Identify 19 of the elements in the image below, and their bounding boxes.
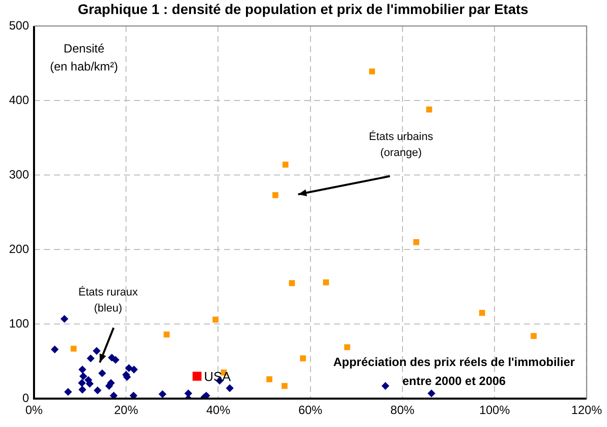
y-tick-label: 300 <box>8 167 30 182</box>
x-axis-title: Appréciation des prix réels de l'immobilier entre 2000 et 2006 <box>333 354 576 388</box>
x-tick-label: 60% <box>298 403 323 418</box>
chart-title: Graphique 1 : densité de population et prix de l'immobilier par Etats <box>78 0 529 17</box>
x-tick-label: 0% <box>25 403 44 418</box>
y-tick-label: 0 <box>22 390 30 405</box>
y-axis-title: Densité (en hab/km²) <box>50 41 118 74</box>
x-tick-label: 80% <box>390 403 415 418</box>
x-tick-label: 40% <box>206 403 231 418</box>
annotation: États urbains (orange) <box>368 130 434 160</box>
y-tick-label: 100 <box>8 316 30 330</box>
y-tick-label: 400 <box>8 92 30 107</box>
annotation: États ruraux (bleu) <box>78 285 138 314</box>
x-tick-label: 120% <box>571 403 602 418</box>
y-tick-label: 200 <box>8 242 30 256</box>
series-label: USA <box>204 368 232 384</box>
x-tick-label: 20% <box>114 403 138 418</box>
x-tick-label: 100% <box>479 403 510 418</box>
y-tick-label: 500 <box>8 18 30 32</box>
